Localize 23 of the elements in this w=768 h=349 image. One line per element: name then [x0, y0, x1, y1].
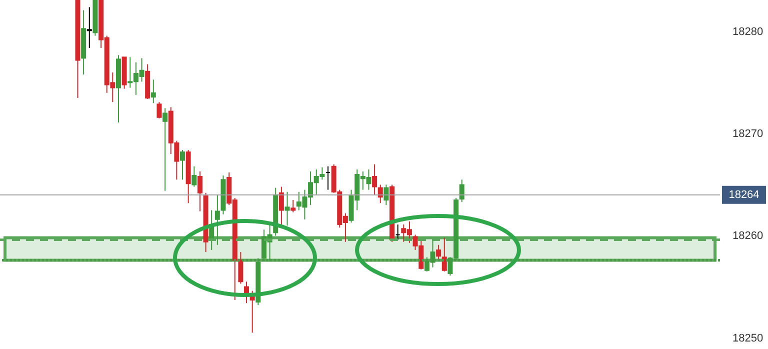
candlestick: [442, 237, 447, 272]
candlestick: [214, 194, 220, 246]
candlestick: [197, 170, 202, 212]
y-tick-label: 18270: [732, 128, 764, 140]
candlestick: [290, 200, 296, 213]
y-tick-label: 18250: [732, 332, 764, 344]
y-tick-label: 18280: [732, 26, 764, 38]
y-tick-label: 18260: [732, 230, 764, 242]
candlestick: [459, 179, 464, 203]
candlestick: [156, 102, 162, 119]
candlestick: [436, 244, 442, 262]
candlestick: [284, 191, 290, 226]
candlestick: [86, 6, 92, 48]
candlestick: [378, 184, 383, 204]
candlestick: [278, 186, 284, 228]
candlestick: [384, 184, 389, 206]
candlestick: [192, 166, 197, 188]
candlestick: [372, 164, 378, 196]
candlestick: [238, 252, 244, 284]
ref-line-label: 18264: [728, 188, 760, 201]
candlestick: [162, 108, 168, 192]
candlestick: [180, 150, 185, 180]
candlestick: [150, 79, 156, 104]
